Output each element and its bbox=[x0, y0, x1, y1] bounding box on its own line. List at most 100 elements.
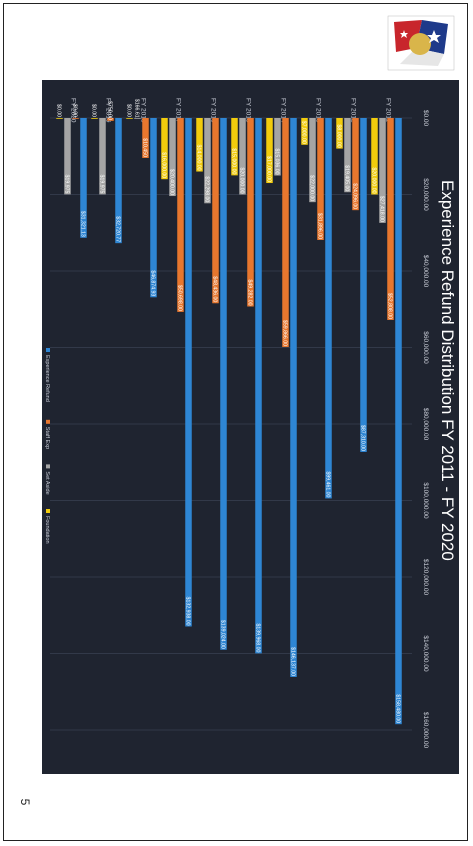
data-label: $0.00 bbox=[91, 104, 97, 117]
category-label: FY 2012 bbox=[350, 98, 357, 123]
data-label: $10,450 bbox=[142, 138, 148, 157]
data-label: $16,000.00 bbox=[161, 152, 167, 178]
bar-refund bbox=[395, 118, 402, 725]
bar-refund bbox=[290, 118, 297, 677]
data-label: $0.00 bbox=[72, 104, 78, 117]
tick-label: $100,000.00 bbox=[422, 482, 429, 519]
data-label: $19,975 bbox=[64, 175, 70, 194]
legend-swatch bbox=[46, 464, 50, 469]
page-number: 5 bbox=[18, 798, 32, 806]
tick-label: $120,000.00 bbox=[422, 559, 429, 596]
page-border bbox=[3, 3, 468, 841]
tick-label: $60,000.00 bbox=[422, 331, 429, 364]
bar-refund bbox=[150, 118, 157, 298]
data-label: $19,975 bbox=[99, 175, 105, 194]
bar-staff bbox=[317, 118, 324, 241]
data-label: $32,720.77 bbox=[115, 216, 121, 242]
bar-staff bbox=[72, 118, 79, 119]
bar-chart: $0.00 $20,000.00 $40,000.00 $60,000.00 $80,0… bbox=[44, 98, 457, 748]
data-label: $15,000.00 bbox=[231, 148, 237, 174]
bar-setaside bbox=[204, 118, 211, 204]
bar-foundation bbox=[371, 118, 378, 195]
data-label: $20,000.00 bbox=[371, 168, 377, 194]
bar-foundation bbox=[196, 118, 203, 172]
legend-swatch bbox=[46, 509, 50, 513]
legend-label: Experience Refund bbox=[44, 355, 50, 402]
bar-setaside bbox=[379, 118, 386, 223]
data-label: $59,866.00 bbox=[282, 320, 288, 346]
data-label: $50,698.00 bbox=[177, 285, 183, 311]
data-label: $158,480.00 bbox=[395, 694, 401, 723]
legend-label: Foundation bbox=[44, 516, 50, 544]
chart-title: Experience Refund Distribution FY 2011 -… bbox=[438, 180, 457, 561]
logo bbox=[387, 15, 455, 71]
tick-label: $40,000.00 bbox=[422, 255, 429, 288]
data-label: $20,400.00 bbox=[169, 169, 175, 195]
category-label: FY 2011 bbox=[385, 98, 392, 122]
data-label: $31,321.13 bbox=[80, 211, 86, 237]
legend-swatch bbox=[46, 419, 50, 424]
data-label: $14,000.00 bbox=[196, 145, 202, 171]
category-label: FY 2016 bbox=[210, 98, 217, 123]
tick-label: $20,000.00 bbox=[422, 178, 429, 211]
data-label: $52,808.00 bbox=[387, 293, 393, 319]
bar-setaside bbox=[99, 118, 106, 195]
bar-staff bbox=[212, 118, 219, 304]
bar-staff bbox=[247, 118, 254, 307]
data-label: $0.00 bbox=[56, 104, 62, 117]
data-label: $48,436.00 bbox=[212, 276, 218, 302]
data-label: $166.61 bbox=[134, 99, 140, 118]
bar-setaside bbox=[169, 118, 176, 197]
bar-foundation bbox=[231, 118, 238, 176]
data-label: $750.00 bbox=[107, 101, 113, 120]
bar-refund bbox=[360, 118, 367, 452]
bar-staff bbox=[282, 118, 289, 347]
category-label: FY 2015 bbox=[245, 98, 252, 123]
bar-setaside bbox=[274, 118, 281, 176]
bar-foundation bbox=[301, 118, 308, 145]
bar-staff bbox=[142, 118, 149, 158]
bar-staff bbox=[107, 118, 114, 121]
legend-swatch bbox=[46, 348, 50, 352]
data-label: $139,968.00 bbox=[255, 624, 261, 653]
data-label: $22,000.00 bbox=[309, 175, 315, 201]
data-label: $24,096.00 bbox=[352, 183, 358, 209]
tick-label: $80,000.00 bbox=[422, 408, 429, 441]
bar-foundation bbox=[56, 118, 63, 119]
data-label: $17,000.00 bbox=[266, 156, 272, 182]
category-label: FY 2017 bbox=[175, 98, 182, 123]
bar-foundation bbox=[126, 118, 133, 119]
category-label: FY 2019 bbox=[105, 98, 112, 123]
category-label: FY 2014 bbox=[280, 98, 287, 123]
bar-foundation bbox=[266, 118, 273, 184]
data-label: $132,938.00 bbox=[185, 597, 191, 626]
data-label: $15,036.00 bbox=[274, 149, 280, 175]
data-label: $31,896.00 bbox=[317, 213, 323, 239]
data-label: $146,137.00 bbox=[290, 647, 296, 676]
bar-refund bbox=[255, 118, 262, 654]
data-label: $87,310.00 bbox=[360, 425, 366, 451]
bar-foundation bbox=[161, 118, 168, 180]
bar-foundation bbox=[91, 118, 98, 119]
data-label: $22,298.00 bbox=[204, 176, 210, 202]
bar-setaside bbox=[64, 118, 71, 195]
bar-setaside bbox=[309, 118, 316, 203]
category-label: FY 2018 bbox=[140, 98, 147, 123]
data-label: $20,000.00 bbox=[239, 168, 245, 194]
bar-refund bbox=[185, 118, 192, 627]
chart-slide: $0.00 $20,000.00 $40,000.00 $60,000.00 $80,0… bbox=[42, 80, 459, 774]
bar-refund bbox=[80, 118, 87, 238]
data-label: $99,461.00 bbox=[325, 471, 331, 497]
bar-refund bbox=[115, 118, 122, 244]
data-label: $139,024.00 bbox=[220, 620, 226, 649]
bar-staff bbox=[177, 118, 184, 312]
bar-setaside bbox=[239, 118, 246, 195]
data-label: $49,282.00 bbox=[247, 280, 253, 306]
data-label: $27,418.00 bbox=[379, 196, 385, 222]
bar-refund bbox=[220, 118, 227, 650]
bar-setaside bbox=[344, 118, 351, 193]
bar-setaside bbox=[134, 118, 141, 119]
data-label: $7,000.00 bbox=[301, 121, 307, 144]
category-label: FY 2020 bbox=[70, 98, 77, 123]
bar-staff bbox=[352, 118, 359, 211]
